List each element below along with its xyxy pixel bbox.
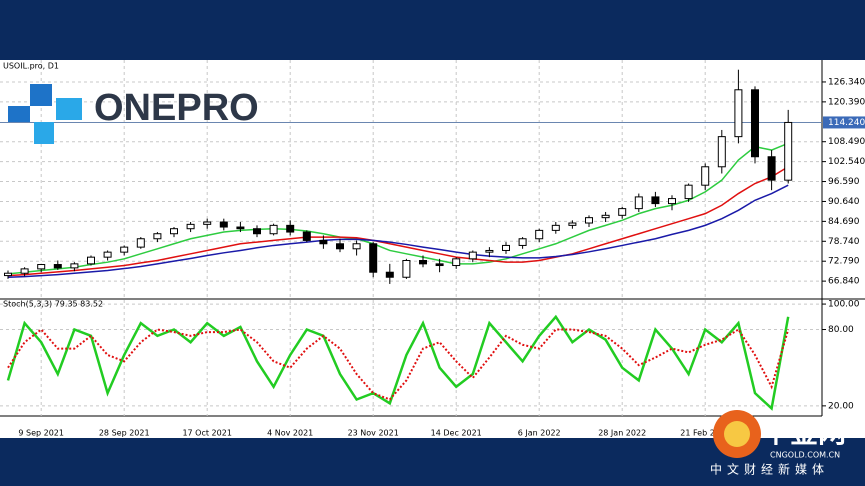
- candle-body: [4, 272, 12, 277]
- candle-body: [53, 264, 62, 269]
- moving-average: [7, 184, 789, 278]
- candle-body: [717, 136, 726, 168]
- candle-body: [369, 243, 378, 273]
- candle-body: [734, 89, 743, 138]
- candle-body: [352, 243, 361, 250]
- candle-body: [767, 156, 776, 181]
- candle-body: [186, 223, 195, 230]
- candle-body: [551, 224, 560, 231]
- y-tick-label: 96.590: [828, 177, 860, 187]
- candle-body: [120, 246, 129, 253]
- logo: ONEPRO: [8, 84, 259, 144]
- candle-body: [302, 231, 311, 241]
- y-tick-label: 102.540: [828, 157, 865, 167]
- candle-body: [784, 121, 793, 181]
- x-tick-label: 28 Sep 2021: [99, 429, 150, 438]
- watermark: 中金网 CNGOLD.COM.CN 中文财经新媒体: [710, 410, 846, 477]
- y-tick-label: 84.690: [828, 217, 860, 227]
- y-tick-label: 20.00: [828, 401, 854, 411]
- moving-average: [7, 166, 789, 277]
- candle-body: [618, 208, 627, 216]
- indicator-title: Stoch(5,3,3) 79.35 83.52: [3, 300, 103, 309]
- candle-body: [485, 249, 494, 253]
- candle-body: [568, 222, 577, 226]
- x-tick-label: 6 Jan 2022: [518, 429, 561, 438]
- candle-body: [286, 224, 295, 233]
- candle-body: [651, 196, 660, 205]
- candle-body: [37, 264, 46, 270]
- candle-body: [634, 196, 643, 210]
- candle-body: [402, 260, 411, 278]
- y-tick-label: 120.390: [828, 97, 865, 107]
- candle-body: [751, 89, 759, 158]
- y-tick-label: 80.00: [828, 325, 854, 335]
- candle-body: [87, 256, 95, 265]
- y-tick-label: 100.00: [828, 300, 860, 310]
- candle-body: [170, 228, 178, 235]
- candle-body: [419, 260, 427, 265]
- x-tick-label: 4 Nov 2021: [267, 429, 313, 438]
- moving-average: [7, 142, 789, 275]
- candle-body: [468, 251, 477, 260]
- candle-body: [103, 251, 112, 258]
- candle-body: [236, 226, 245, 230]
- x-tick-label: 28 Jan 2022: [598, 429, 646, 438]
- price-label: 114.240: [828, 118, 865, 128]
- logo-mark: [56, 98, 82, 120]
- chart-title: USOIL.pro, D1: [3, 62, 59, 71]
- x-tick-label: 23 Nov 2021: [348, 429, 399, 438]
- price-label-box: [823, 116, 865, 129]
- candle-body: [70, 263, 79, 269]
- candle-body: [435, 263, 444, 267]
- y-tick-label: 66.840: [828, 277, 860, 287]
- candle-body: [585, 217, 593, 224]
- candle-body: [20, 268, 29, 274]
- candle-body: [269, 224, 278, 235]
- watermark-url: CNGOLD.COM.CN: [770, 451, 840, 460]
- stoch-line: [6, 314, 790, 411]
- watermark-name: 中金网: [762, 416, 846, 449]
- candle-body: [668, 198, 676, 205]
- candle-body: [684, 184, 693, 200]
- plot: 126.340 120.390 108.490 102.540 96.590 90.640…: [0, 60, 865, 438]
- logo-text: ONEPRO: [94, 87, 259, 129]
- logo-mark: [34, 122, 54, 144]
- candle-body: [452, 258, 461, 267]
- candle-body: [336, 243, 344, 250]
- candle-body: [502, 244, 510, 251]
- candle-body: [385, 271, 394, 278]
- y-tick-label: 72.790: [828, 257, 860, 267]
- stoch-line: [7, 328, 790, 401]
- watermark-icon: [724, 421, 750, 447]
- candle-body: [535, 229, 544, 240]
- candle-body: [203, 221, 212, 225]
- candle-body: [136, 238, 145, 248]
- x-tick-label: 21 Feb 2022: [680, 429, 730, 438]
- x-tick-label: 9 Sep 2021: [18, 429, 64, 438]
- y-tick-label: 90.640: [828, 197, 860, 207]
- candle-body: [701, 166, 710, 186]
- logo-mark: [30, 84, 52, 106]
- logo-mark: [8, 106, 30, 122]
- candle-body: [219, 221, 228, 228]
- candle-body: [253, 228, 261, 235]
- candle-body: [518, 238, 527, 246]
- x-tick-label: 14 Dec 2021: [431, 429, 482, 438]
- y-tick-label: 126.340: [828, 77, 865, 87]
- x-tick-label: 17 Oct 2021: [182, 429, 231, 438]
- candle-body: [153, 233, 162, 240]
- candle-body: [319, 239, 328, 245]
- y-tick-label: 78.740: [828, 237, 860, 247]
- y-tick-label: 108.490: [828, 137, 865, 147]
- watermark-tagline: 中文财经新媒体: [710, 462, 829, 477]
- candle-body: [601, 214, 610, 219]
